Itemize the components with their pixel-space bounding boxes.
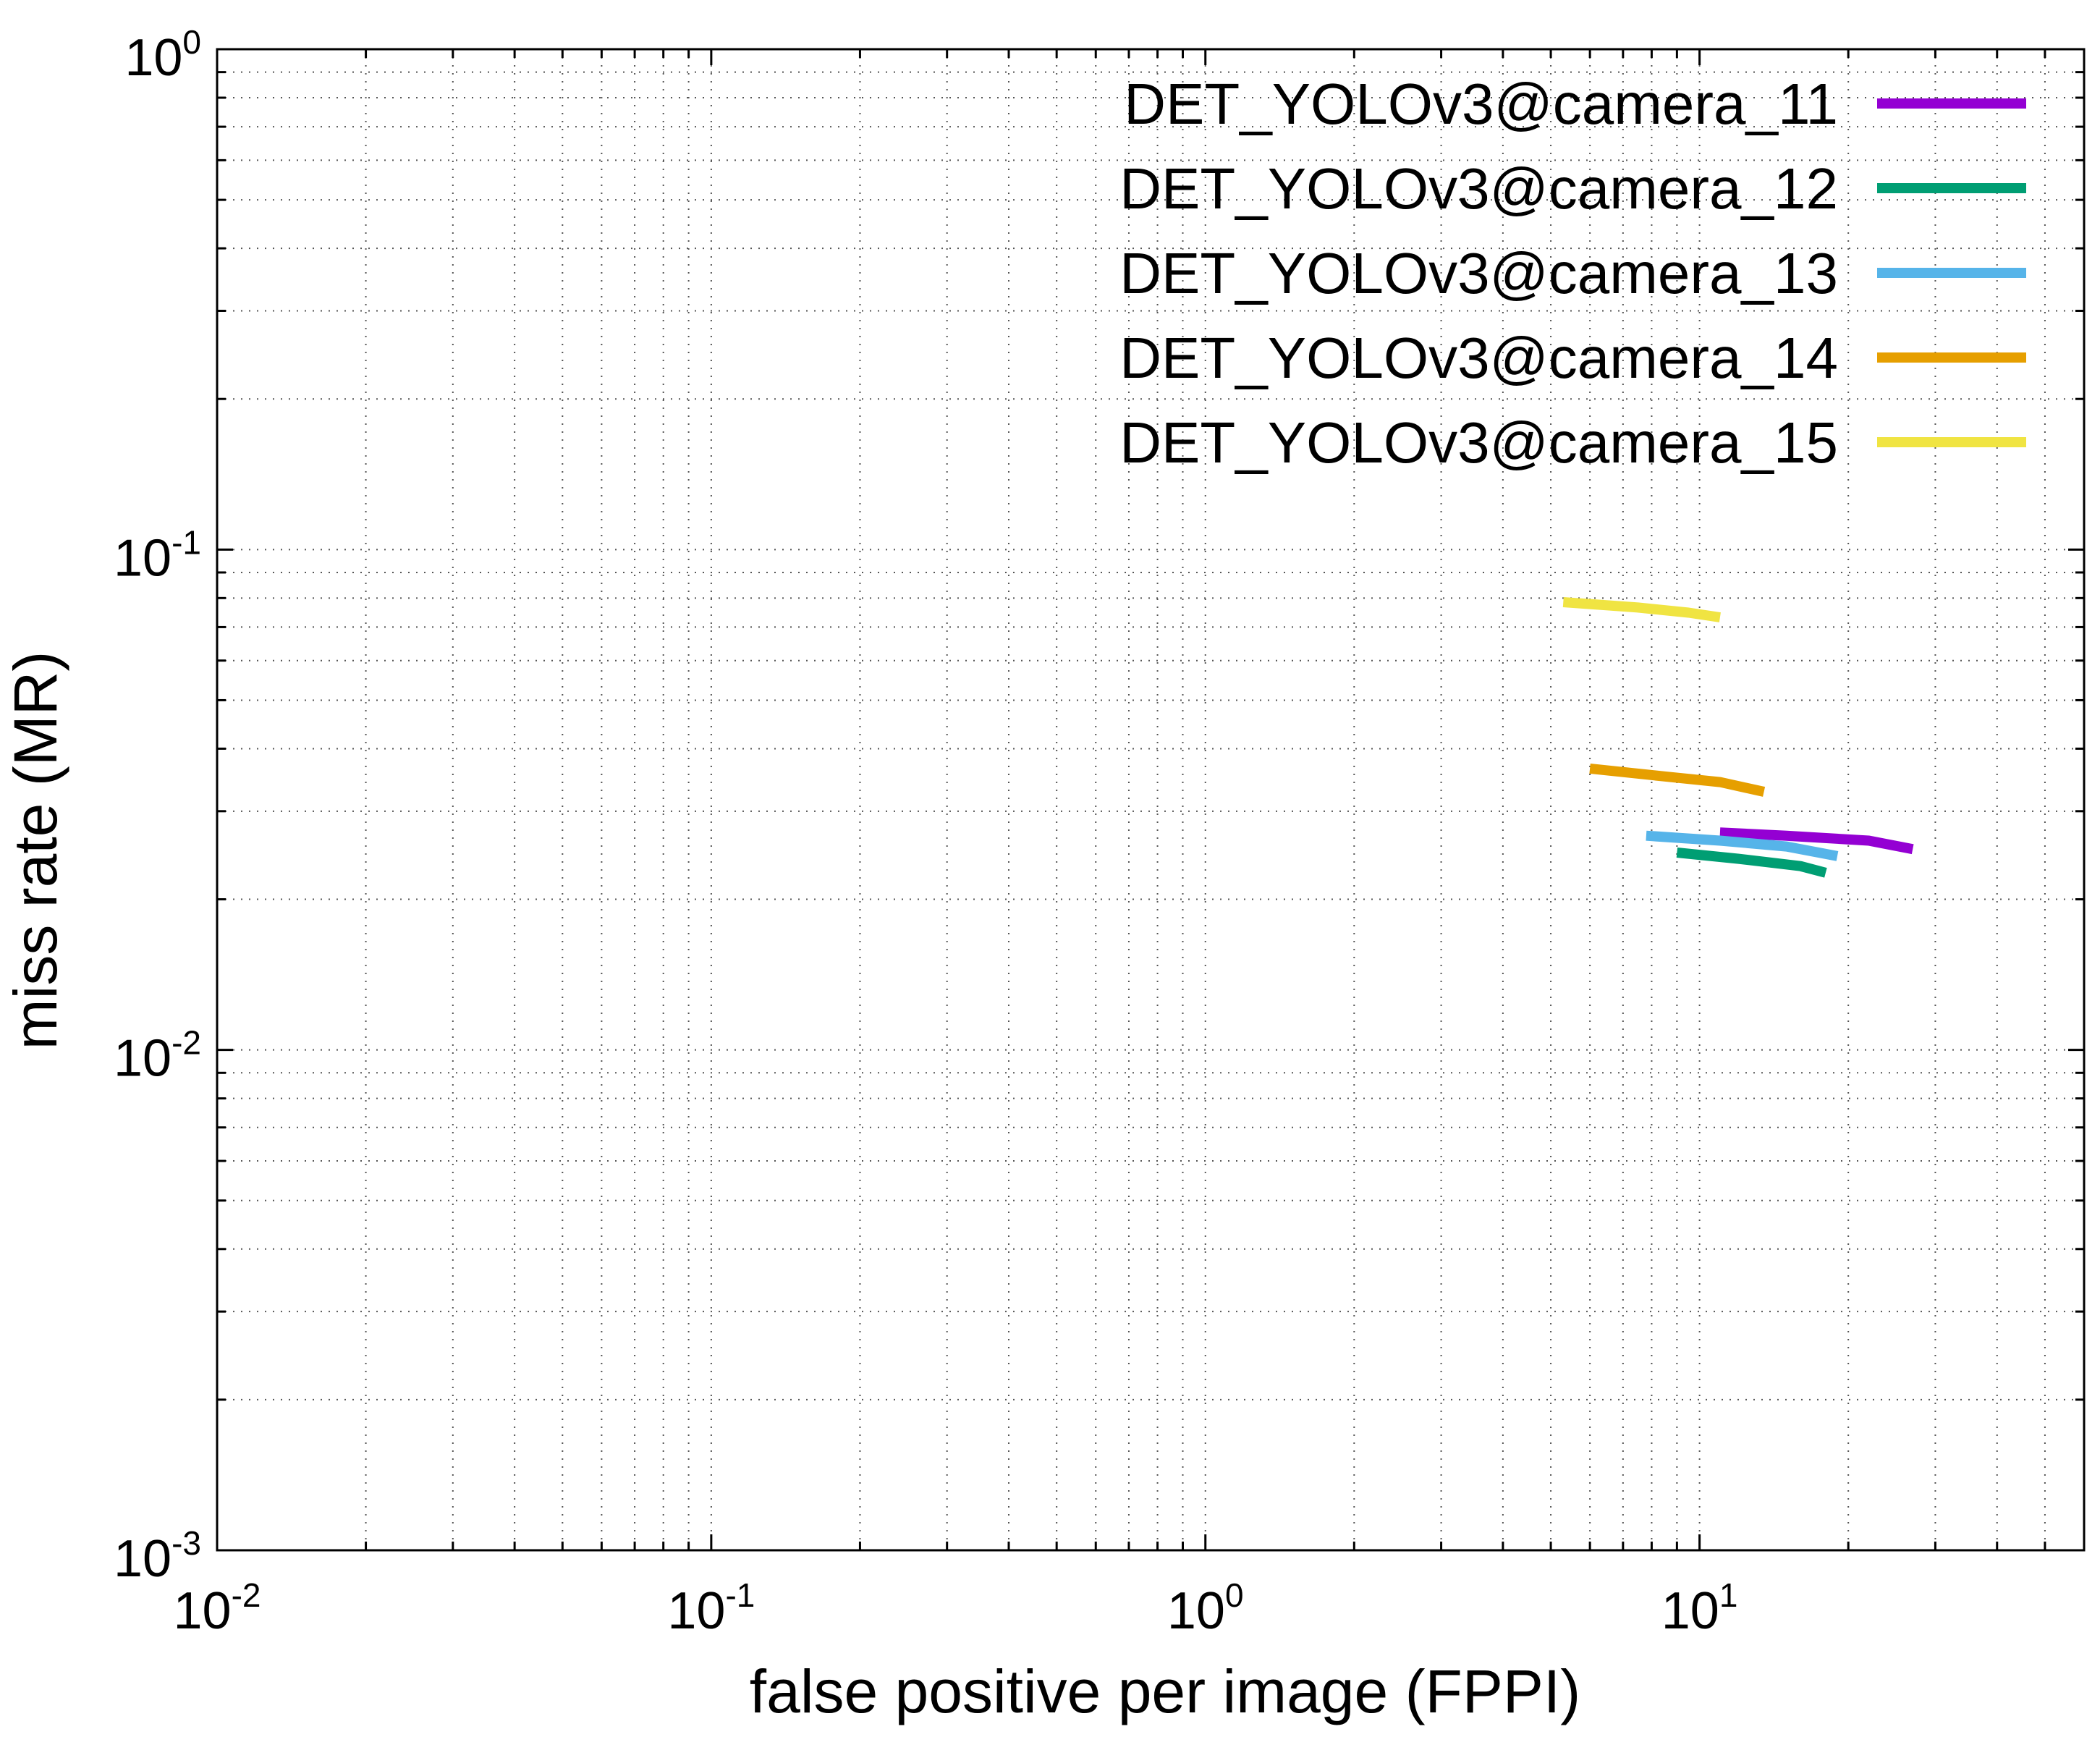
y-tick-label: 10-3 — [114, 1524, 201, 1588]
plot-series — [1562, 597, 1914, 878]
y-tick-label: 100 — [124, 23, 201, 87]
x-tick-label: 101 — [1661, 1576, 1738, 1640]
series-line-1 — [1719, 827, 1914, 855]
series-line-2 — [1676, 848, 1827, 878]
legend: DET_YOLOv3@camera_11 DET_YOLOv3@camera_12… — [1119, 72, 2026, 475]
x-tick-label: 10-2 — [174, 1576, 261, 1640]
y-tick-label: 10-1 — [114, 523, 201, 587]
series-line-4 — [1589, 763, 1766, 797]
x-axis-title: false positive per image (FPPI) — [750, 1657, 1580, 1725]
legend-label-3: DET_YOLOv3@camera_13 — [1119, 241, 1838, 305]
y-axis-title: miss rate (MR) — [1, 651, 69, 1050]
grid — [217, 49, 2084, 1550]
plot-frame — [216, 48, 2086, 1552]
series-line-3 — [1646, 830, 1839, 861]
x-tick-label: 10-1 — [667, 1576, 755, 1640]
x-tick-label: 100 — [1167, 1576, 1244, 1640]
y-tick-label: 10-2 — [114, 1024, 201, 1088]
legend-label-5: DET_YOLOv3@camera_15 — [1119, 410, 1838, 475]
legend-label-1: DET_YOLOv3@camera_11 — [1124, 72, 1838, 136]
legend-label-4: DET_YOLOv3@camera_14 — [1119, 326, 1838, 390]
series-line-5 — [1562, 597, 1721, 622]
legend-label-2: DET_YOLOv3@camera_12 — [1119, 156, 1838, 221]
